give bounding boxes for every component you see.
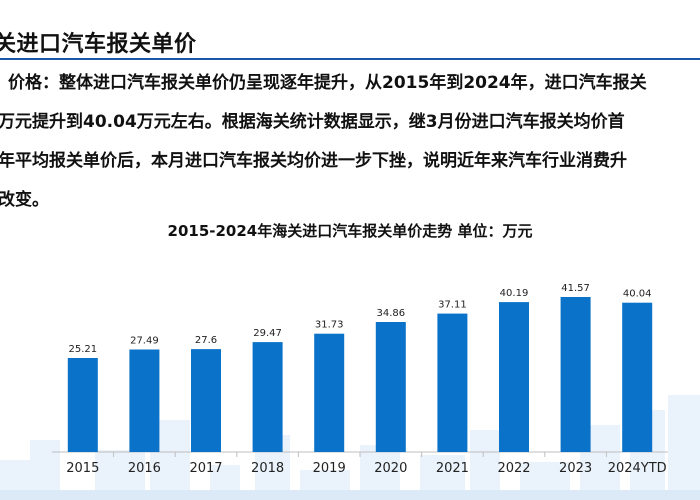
bar-2023 [560,297,591,452]
bar-2015 [67,358,98,452]
x-tick-label: 2020 [374,461,407,476]
paragraph-line: 改变。 [0,190,49,210]
data-label: 34.86 [376,308,405,319]
x-tick-label: 2022 [497,461,530,476]
x-tick-label: 2024YTD [608,461,667,476]
bar-2018 [252,342,283,452]
bar-2020 [375,322,406,452]
x-tick-label: 2015 [66,461,99,476]
paragraph-line: 年平均报关单价后，本月进口汽车报关均价进一步下挫，说明近年来汽车行业消费升 [0,151,627,171]
data-label: 40.19 [500,288,529,299]
data-label: 31.73 [315,320,344,331]
data-label: 40.04 [623,289,652,300]
bar-2017 [191,349,221,452]
data-label: 41.57 [561,283,590,294]
bar-2024YTD [622,302,653,452]
data-label: 27.6 [195,335,217,346]
bar-2016 [129,349,160,452]
bar-2021 [437,313,468,452]
bars-group: 25.21 2015 27.49 2016 27.6 2017 29.47 2018 31.73… [66,283,666,476]
data-label: 25.21 [68,344,97,355]
x-tick-label: 2016 [128,461,161,476]
x-tick-label: 2023 [559,461,592,476]
header-rule [0,58,700,60]
section-header: 关进口汽车报关单价 [0,0,700,62]
section-title: 关进口汽车报关单价 [0,32,197,57]
skyline-background [0,395,700,500]
data-label: 27.49 [130,336,159,347]
x-tick-label: 2017 [189,461,222,476]
bar-2022 [499,302,529,452]
paragraph-line: 价格：整体进口汽车报关单价仍呈现逐年提升，从2015年到2024年，进口汽车报关 [8,73,647,93]
chart-title: 2015-2024年海关进口汽车报关单价走势 单位：万元 [167,222,533,240]
bar-2019 [314,333,345,452]
data-label: 29.47 [253,328,282,339]
x-tick-label: 2021 [436,461,469,476]
paragraph-line: 万元提升到40.04万元左右。根据海关统计数据显示，继3月份进口汽车报关均价首 [0,112,625,132]
x-tick-label: 2019 [313,461,346,476]
x-tick-label: 2018 [251,461,284,476]
data-label: 37.11 [438,300,467,311]
